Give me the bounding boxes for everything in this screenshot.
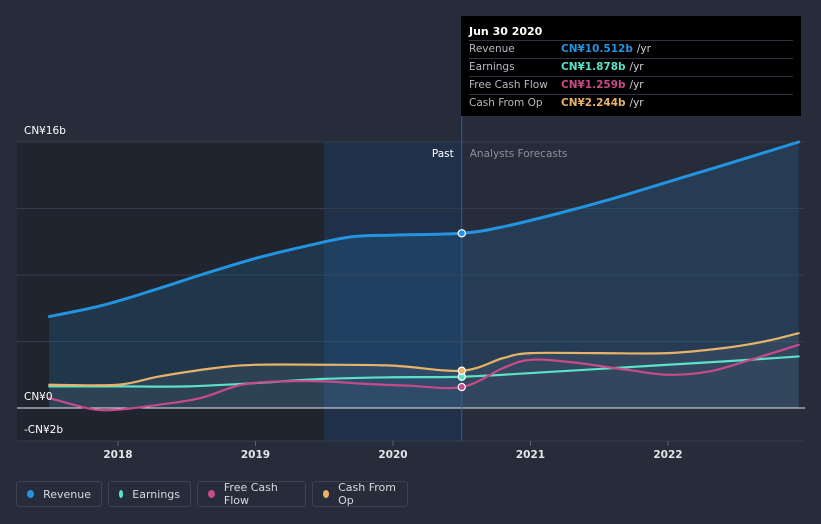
lower-series-area [49,333,799,408]
legend-label: Cash From Op [338,481,396,507]
tooltip-row-free-cash-flow: Free Cash Flow CN¥1.259b /yr [469,76,793,94]
legend-item-cash-from-op[interactable]: Cash From Op [312,481,408,507]
revenue-marker [457,229,466,238]
revenue-line [47,140,801,319]
tooltip-value: CN¥2.244b [561,97,626,109]
tooltip-label: Earnings [469,61,515,73]
revenue-dot-icon [27,490,35,498]
tooltip-row-earnings: Earnings CN¥1.878b /yr [469,58,793,76]
tooltip-unit: /yr [636,43,651,55]
cash-from-op-marker [457,366,466,375]
highlight-markers [457,229,466,392]
chart-legend: Revenue Earnings Free Cash Flow Cash Fro… [16,481,408,507]
cash-from-op-dot-icon [323,490,330,498]
legend-label: Earnings [132,487,180,501]
y-tick-label: CN¥16b [24,125,66,137]
past-dark-band [17,142,325,441]
legend-label: Free Cash Flow [223,481,278,507]
legend-label: Revenue [43,487,91,501]
past-label: Past [432,148,454,160]
tooltip-value: CN¥10.512b [561,43,633,55]
data-tooltip: Jun 30 2020 Revenue CN¥10.512b /yr Earni… [461,16,801,116]
free-cash-flow-marker [457,382,466,392]
x-axis-labels: 2018 2019 2020 2021 2022 [103,441,683,461]
analysts-forecasts-label: Analysts Forecasts [470,148,568,160]
legend-item-free-cash-flow[interactable]: Free Cash Flow [197,481,306,507]
revenue-area [49,142,799,408]
x-tick-label: 2021 [516,449,545,461]
legend-item-revenue[interactable]: Revenue [16,481,102,507]
legend-item-earnings[interactable]: Earnings [108,481,191,507]
tooltip-label: Cash From Op [469,97,543,109]
y-axis-labels: CN¥16b CN¥0 -CN¥2b [24,125,66,436]
tooltip-date: Jun 30 2020 [469,25,543,38]
x-tick-label: 2018 [103,449,132,461]
tooltip-row-revenue: Revenue CN¥10.512b /yr [469,40,793,58]
tooltip-unit: /yr [629,97,644,109]
tooltip-unit: /yr [629,61,644,73]
x-tick-label: 2022 [653,449,682,461]
tooltip-value: CN¥1.259b [561,79,626,91]
tooltip-value: CN¥1.878b [561,61,626,73]
earnings-dot-icon [119,490,124,498]
tooltip-label: Free Cash Flow [469,79,548,91]
x-tick-label: 2019 [241,449,270,461]
tooltip-row-cash-from-op: Cash From Op CN¥2.244b /yr [469,94,793,112]
revenue-earnings-chart: CN¥16b CN¥0 -CN¥2b 2018 2019 2020 2021 2022 Pa… [17,16,805,461]
x-tick-label: 2020 [378,449,407,461]
past-period-shade [324,142,462,441]
free-cash-flow-dot-icon [208,490,215,498]
earnings-line [48,355,800,388]
tooltip-unit: /yr [629,79,644,91]
free-cash-flow-line [48,343,800,412]
tooltip-label: Revenue [469,43,515,55]
gridlines [17,141,805,442]
y-tick-label: -CN¥2b [24,424,63,436]
y-tick-label: CN¥0 [24,391,53,403]
